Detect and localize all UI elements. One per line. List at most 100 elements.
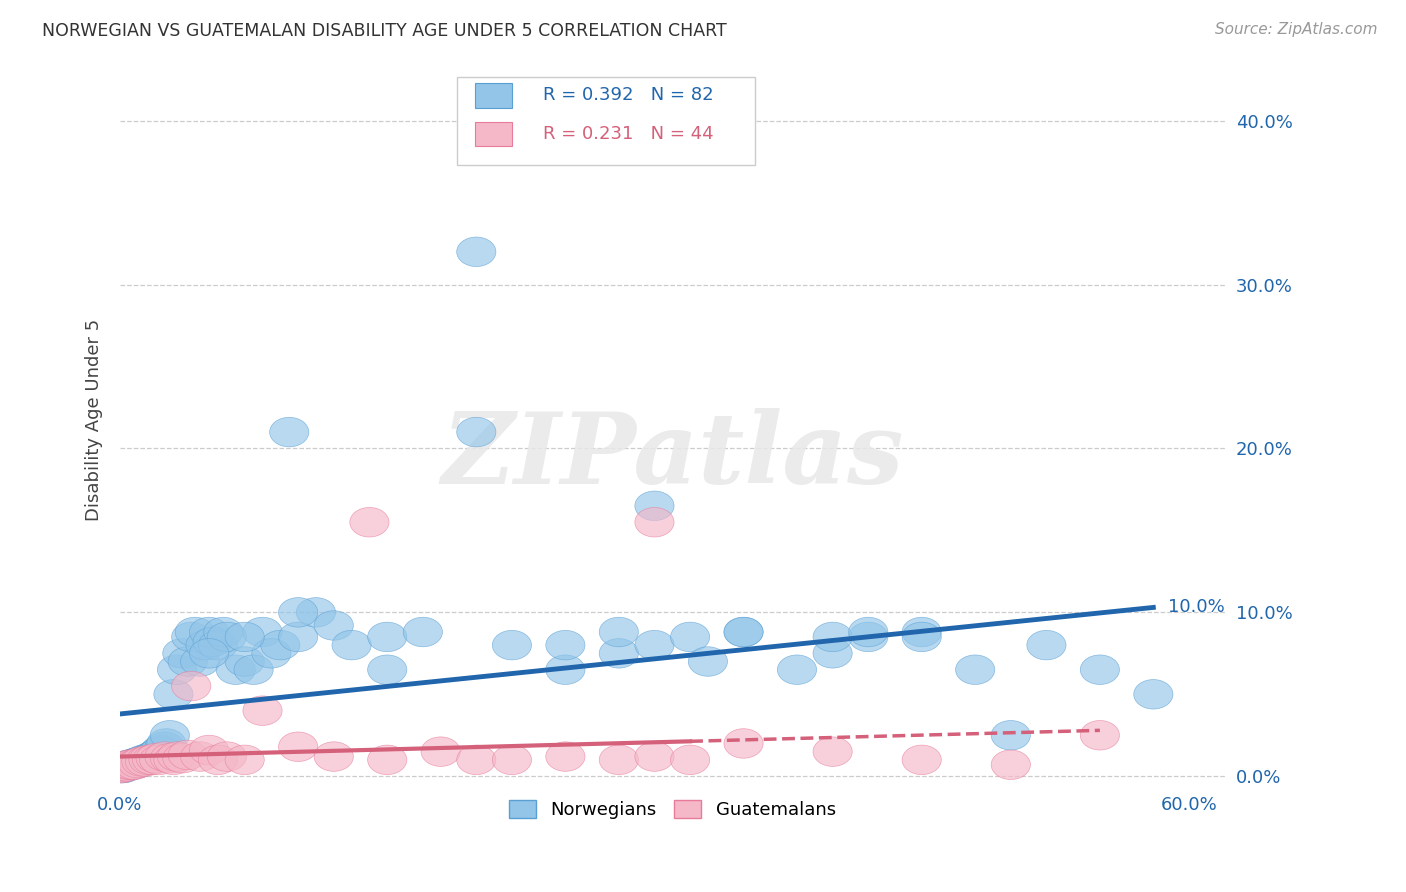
Ellipse shape [146, 729, 186, 758]
Ellipse shape [243, 696, 283, 725]
Ellipse shape [546, 655, 585, 684]
Ellipse shape [233, 655, 273, 684]
Ellipse shape [636, 491, 673, 521]
Ellipse shape [136, 740, 176, 770]
Ellipse shape [129, 745, 169, 774]
Ellipse shape [903, 617, 941, 647]
Ellipse shape [139, 745, 179, 774]
Ellipse shape [150, 743, 190, 773]
Ellipse shape [350, 508, 389, 537]
Text: R = 0.231   N = 44: R = 0.231 N = 44 [543, 125, 714, 143]
Ellipse shape [172, 672, 211, 701]
Ellipse shape [636, 631, 673, 660]
Ellipse shape [724, 617, 763, 647]
Ellipse shape [118, 748, 157, 778]
Text: ZIPatlas: ZIPatlas [441, 408, 904, 505]
Ellipse shape [243, 617, 283, 647]
Ellipse shape [1133, 680, 1173, 709]
Ellipse shape [104, 753, 143, 783]
Ellipse shape [636, 508, 673, 537]
Ellipse shape [367, 655, 406, 684]
Ellipse shape [176, 617, 214, 647]
Ellipse shape [186, 631, 225, 660]
Ellipse shape [457, 745, 496, 774]
Legend: Norwegians, Guatemalans: Norwegians, Guatemalans [502, 793, 844, 827]
Ellipse shape [278, 732, 318, 762]
Ellipse shape [198, 745, 238, 774]
Ellipse shape [724, 617, 763, 647]
Ellipse shape [225, 745, 264, 774]
Ellipse shape [104, 752, 143, 781]
Ellipse shape [813, 737, 852, 766]
Ellipse shape [546, 742, 585, 772]
Ellipse shape [217, 655, 256, 684]
Ellipse shape [260, 631, 299, 660]
Ellipse shape [105, 752, 145, 781]
Ellipse shape [225, 647, 264, 676]
Ellipse shape [153, 680, 193, 709]
Ellipse shape [252, 639, 291, 668]
Ellipse shape [332, 631, 371, 660]
Ellipse shape [314, 611, 353, 640]
Ellipse shape [122, 747, 160, 776]
Ellipse shape [278, 623, 318, 652]
Ellipse shape [404, 617, 443, 647]
Ellipse shape [153, 745, 193, 774]
Ellipse shape [991, 750, 1031, 780]
Ellipse shape [112, 750, 152, 780]
Ellipse shape [190, 617, 229, 647]
Ellipse shape [367, 745, 406, 774]
Ellipse shape [129, 743, 169, 773]
FancyBboxPatch shape [475, 121, 512, 146]
Ellipse shape [110, 750, 149, 780]
Ellipse shape [778, 655, 817, 684]
Ellipse shape [1026, 631, 1066, 660]
Ellipse shape [956, 655, 995, 684]
Ellipse shape [125, 745, 165, 774]
Ellipse shape [145, 742, 184, 772]
Text: NORWEGIAN VS GUATEMALAN DISABILITY AGE UNDER 5 CORRELATION CHART: NORWEGIAN VS GUATEMALAN DISABILITY AGE U… [42, 22, 727, 40]
Ellipse shape [546, 631, 585, 660]
Ellipse shape [111, 750, 150, 780]
Ellipse shape [150, 721, 190, 750]
Ellipse shape [813, 623, 852, 652]
Ellipse shape [190, 735, 229, 764]
Ellipse shape [169, 740, 207, 770]
Ellipse shape [115, 748, 153, 778]
Ellipse shape [278, 598, 318, 627]
Ellipse shape [198, 631, 238, 660]
Ellipse shape [180, 647, 219, 676]
Ellipse shape [671, 745, 710, 774]
Ellipse shape [124, 745, 163, 774]
Text: R = 0.392   N = 82: R = 0.392 N = 82 [543, 87, 714, 104]
Ellipse shape [120, 747, 159, 776]
Ellipse shape [492, 631, 531, 660]
Ellipse shape [107, 752, 146, 781]
Ellipse shape [118, 748, 157, 778]
Ellipse shape [138, 739, 177, 768]
Ellipse shape [204, 617, 243, 647]
Ellipse shape [1080, 655, 1119, 684]
Ellipse shape [903, 745, 941, 774]
Ellipse shape [457, 237, 496, 267]
Ellipse shape [689, 647, 727, 676]
Ellipse shape [122, 747, 160, 776]
Ellipse shape [131, 743, 170, 773]
Ellipse shape [636, 742, 673, 772]
Y-axis label: Disability Age Under 5: Disability Age Under 5 [86, 318, 103, 521]
Ellipse shape [190, 639, 229, 668]
Ellipse shape [115, 750, 153, 780]
Ellipse shape [117, 748, 156, 778]
Ellipse shape [134, 742, 173, 772]
Ellipse shape [193, 627, 232, 657]
Ellipse shape [111, 750, 150, 780]
Text: 10.0%: 10.0% [1167, 599, 1225, 616]
Ellipse shape [100, 753, 139, 783]
Ellipse shape [492, 745, 531, 774]
Ellipse shape [180, 742, 219, 772]
Ellipse shape [142, 735, 180, 764]
Ellipse shape [103, 753, 142, 783]
Ellipse shape [599, 617, 638, 647]
Ellipse shape [125, 747, 165, 776]
Ellipse shape [110, 750, 149, 780]
